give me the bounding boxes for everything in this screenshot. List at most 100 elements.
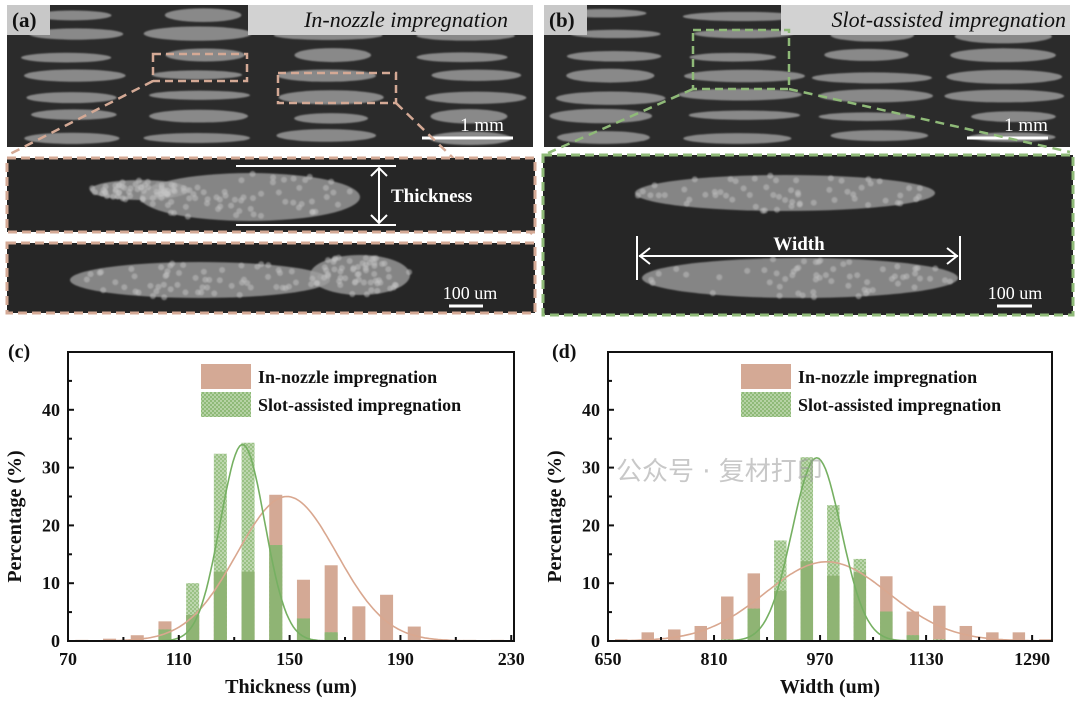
fiber [712,192,719,199]
fiber [830,266,837,273]
fiber [145,184,152,191]
inset-in-nozzle-1: Thickness [5,156,537,234]
zoom-connector [788,87,1071,154]
fiber [265,273,272,280]
fiber [702,191,709,198]
fiber [941,277,948,284]
fiber-bundle [31,109,117,120]
fiber [186,195,193,202]
fiber [247,284,254,291]
fiber [132,288,139,295]
bar-in-nozzle [906,611,920,641]
fiber-bundle [294,48,372,63]
fiber [831,196,838,203]
legend-label: In-nozzle impregnation [798,367,977,387]
y-tick-label: 30 [582,458,600,478]
fiber [238,262,245,269]
fiber [194,184,201,191]
fiber-bundle [143,26,252,41]
y-axis-label: Percentage (%) [4,450,26,582]
bar-overlap [269,545,283,641]
fiber [717,189,724,196]
bar-overlap [774,590,787,641]
fiber [374,280,381,287]
fiber-bundle [566,68,655,83]
fiber [254,263,261,270]
fiber [213,194,220,201]
thickness-label: Thickness [391,186,472,207]
fiber-bundle [149,90,251,100]
fiber [238,177,245,184]
fiber [126,189,133,196]
fiber [681,186,688,193]
fiber [233,212,240,219]
fiber [330,189,337,196]
fiber [236,292,243,299]
legend-label: Slot-assisted impregnation [258,395,461,415]
fiber-bundle [684,69,805,83]
panel-label-d: (d) [552,341,576,363]
fiber [290,175,297,182]
fiber [366,259,373,266]
fiber [349,291,356,298]
x-tick-label: 1290 [1014,649,1050,669]
fiber [865,176,872,183]
inset-in-nozzle-2: 100 um [5,241,537,315]
fiber [119,195,126,202]
fiber [894,263,901,270]
fiber [239,279,246,286]
fiber [917,275,924,282]
fiber [794,189,801,196]
fiber [360,279,367,286]
bar-in-nozzle [668,629,681,641]
bar-in-nozzle [1012,632,1026,641]
fiber [175,270,182,277]
fiber [313,280,320,287]
fiber [163,271,170,278]
fiber [288,268,295,275]
fiber [810,293,817,300]
fiber [103,192,110,199]
fiber [161,294,168,301]
bar-overlap [324,632,338,641]
fiber [683,200,690,207]
fiber [131,273,138,280]
fiber [800,258,807,265]
fiber [167,286,174,293]
fiber [406,269,413,276]
fiber [158,187,165,194]
fiber [158,194,165,201]
fiber [228,282,235,289]
fiber-bundle [824,48,909,61]
fiber-bundle [693,29,794,39]
fiber-bundle [151,70,243,80]
y-tick-label: 40 [42,400,60,420]
fiber [827,175,834,182]
fiber [169,260,176,267]
bar-in-nozzle [380,594,394,641]
fiber-bundle [971,111,1056,122]
fiber [392,282,399,289]
fiber-bundle [566,50,662,62]
panel-label-a: (a) [12,8,37,32]
x-tick-label: 190 [387,649,414,669]
bar-in-nozzle [641,632,654,641]
fiber [149,195,156,202]
x-tick-label: 810 [701,649,728,669]
fiber [282,285,289,292]
bar-in-nozzle [352,606,366,641]
fiber [83,276,90,283]
fiber [810,289,817,296]
fiber [752,203,759,210]
fiber [250,211,257,218]
y-tick-label: 40 [582,400,600,420]
fiber-bundle [556,131,650,144]
fiber [858,184,865,191]
zoom-box [691,28,791,91]
fiber [324,257,331,264]
fiber [766,279,773,286]
fiber [865,202,872,209]
fiber-bundle [570,29,661,39]
fiber [144,178,151,185]
bar-overlap [158,629,172,641]
